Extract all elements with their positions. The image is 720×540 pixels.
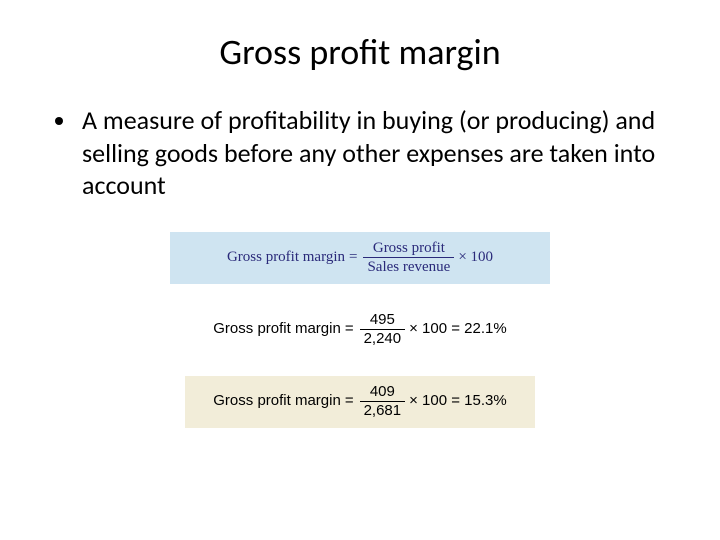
formula-example-1: Gross profit margin = 495 2,240 × 100 = …: [185, 304, 535, 356]
fraction: 495 2,240: [360, 312, 406, 348]
formula-lhs: Gross profit margin: [213, 321, 341, 338]
formula-tail: × 100 = 22.1%: [409, 321, 507, 338]
page-title: Gross profit margin: [40, 30, 680, 74]
definition-bullet: A measure of profitability in buying (or…: [78, 104, 670, 202]
formula-stack: Gross profit margin = Gross profit Sales…: [40, 232, 680, 428]
fraction: 409 2,681: [360, 384, 406, 420]
fraction-denominator: 2,240: [360, 329, 406, 348]
formula-lhs: Gross profit margin: [227, 249, 345, 266]
formula-lhs: Gross profit margin: [213, 393, 341, 410]
fraction-denominator: 2,681: [360, 401, 406, 420]
fraction-denominator: Sales revenue: [363, 257, 454, 276]
fraction-numerator: 409: [366, 384, 399, 402]
formula-example-2: Gross profit margin = 409 2,681 × 100 = …: [185, 376, 535, 428]
equals-sign: =: [349, 249, 357, 266]
equals-sign: =: [345, 321, 354, 338]
slide: Gross profit margin A measure of profita…: [0, 0, 720, 540]
equals-sign: =: [345, 393, 354, 410]
definition-block: A measure of profitability in buying (or…: [50, 104, 670, 202]
fraction-numerator: Gross profit: [369, 240, 449, 258]
formula-tail: × 100 = 15.3%: [409, 393, 507, 410]
fraction: Gross profit Sales revenue: [363, 240, 454, 276]
formula-tail: × 100: [458, 249, 493, 266]
formula-generic: Gross profit margin = Gross profit Sales…: [170, 232, 550, 284]
fraction-numerator: 495: [366, 312, 399, 330]
